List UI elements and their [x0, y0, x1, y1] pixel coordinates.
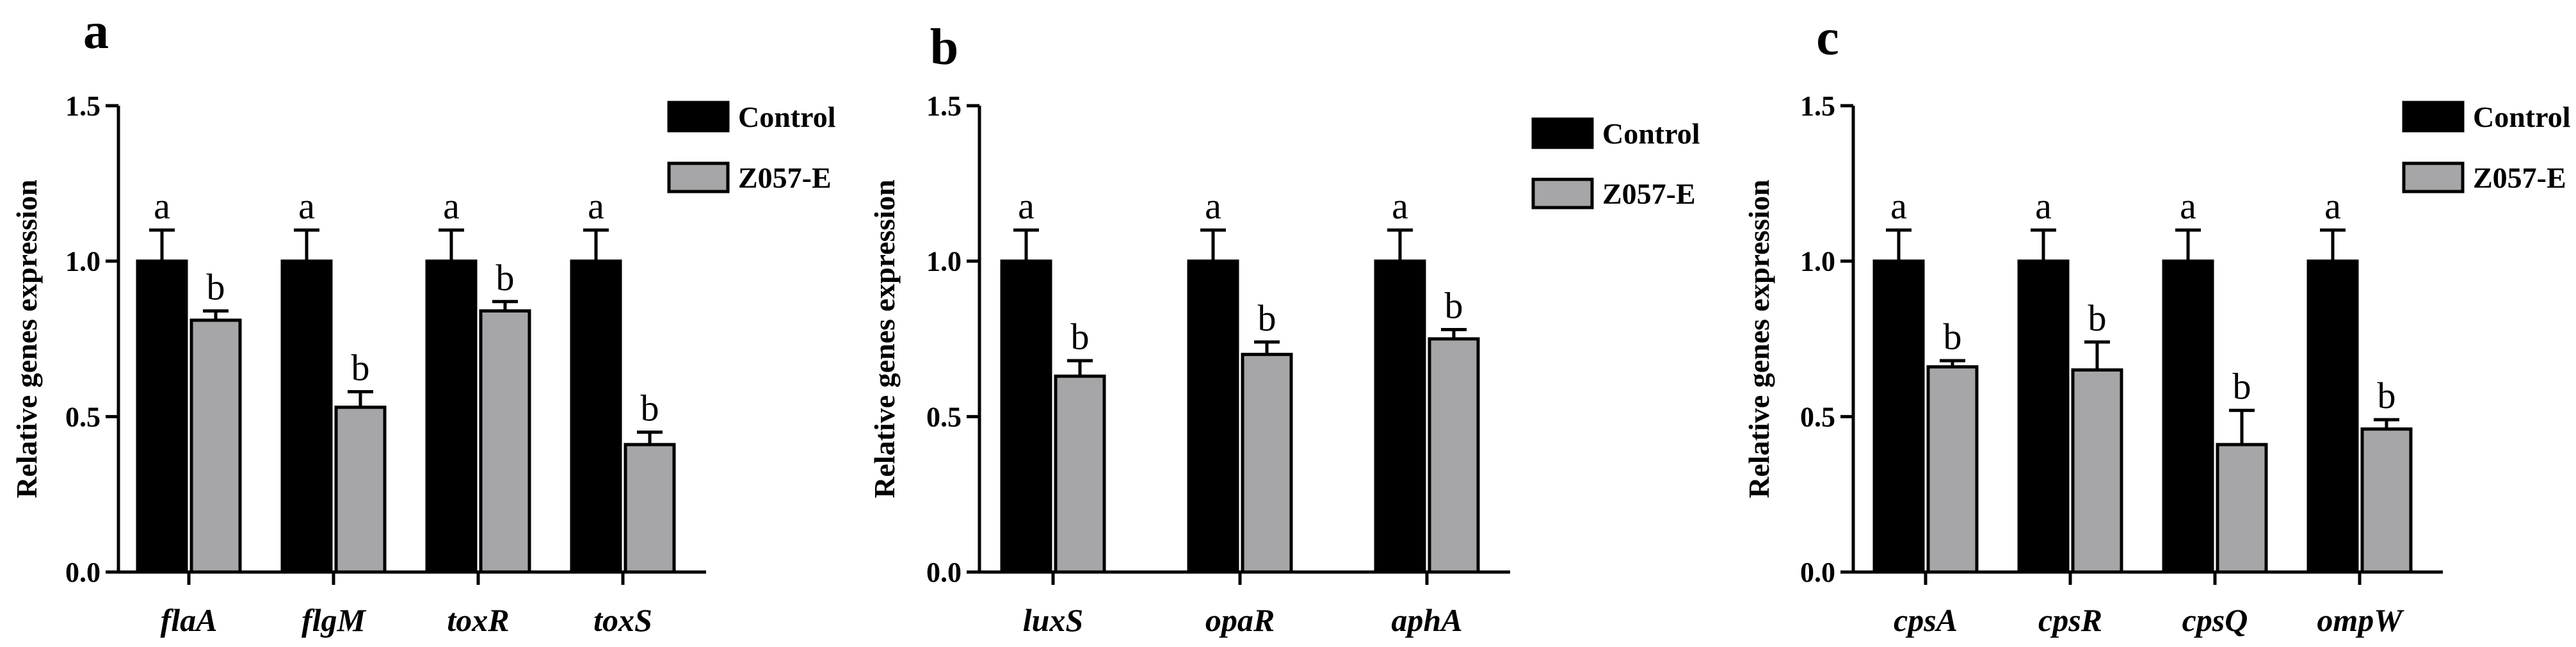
y-tick-label: 1.5: [926, 90, 962, 122]
bar-control: [1374, 259, 1426, 574]
legend-label: Control: [738, 101, 836, 133]
x-tick-label: toxS: [593, 602, 652, 638]
significance-label: b: [1071, 316, 1090, 357]
significance-label: b: [2233, 366, 2251, 407]
x-tick-label: flgM: [302, 602, 367, 638]
bar-control: [425, 259, 478, 574]
bar-control: [1872, 259, 1925, 574]
bar-treated: [1428, 337, 1480, 574]
significance-label: b: [2088, 297, 2107, 339]
bar-treated: [624, 443, 676, 574]
bar-treated: [2071, 368, 2123, 574]
significance-label: b: [1944, 316, 1962, 357]
x-tick-label: aphA: [1391, 602, 1462, 638]
significance-label: b: [1258, 297, 1276, 339]
legend-label: Z057-E: [1602, 177, 1696, 210]
significance-label: b: [496, 257, 515, 299]
y-tick-label: 0.0: [65, 557, 101, 588]
y-tick-label: 1.0: [1800, 246, 1835, 277]
significance-label: a: [154, 185, 170, 227]
bar-control: [570, 259, 622, 574]
bar-treated: [2216, 443, 2268, 574]
bar-control: [2306, 259, 2359, 574]
bar-treated: [1926, 365, 1979, 574]
x-tick-label: luxS: [1023, 602, 1084, 638]
legend-swatch: [2402, 101, 2465, 133]
x-tick-label: opaR: [1205, 602, 1275, 638]
panel-letter: c: [1816, 10, 1839, 66]
panel-letter: b: [930, 19, 959, 76]
y-tick-label: 0.5: [65, 401, 101, 432]
significance-label: a: [1392, 185, 1408, 227]
x-tick-label: cpsQ: [2182, 602, 2248, 638]
y-tick-label: 1.0: [926, 246, 962, 277]
significance-label: a: [1890, 185, 1907, 227]
y-axis-label: Relative genes expression: [868, 179, 901, 498]
bar-control: [2162, 259, 2214, 574]
bar-treated: [1054, 374, 1106, 574]
x-tick-label: cpsR: [2038, 602, 2102, 638]
bar-treated: [2360, 427, 2413, 574]
bar-control: [136, 259, 188, 574]
legend-swatch: [667, 101, 730, 133]
significance-label: a: [443, 185, 460, 227]
significance-label: a: [588, 185, 604, 227]
bar-treated: [334, 405, 387, 574]
x-tick-label: cpsA: [1894, 602, 1958, 638]
legend-label: Z057-E: [2473, 161, 2566, 194]
panel-letter: a: [83, 3, 109, 60]
legend-swatch: [1531, 117, 1594, 149]
bar-control: [2017, 259, 2070, 574]
significance-label: a: [298, 185, 315, 227]
significance-label: a: [1018, 185, 1034, 227]
significance-label: b: [207, 266, 225, 307]
y-tick-label: 0.0: [926, 557, 962, 588]
legend-label: Control: [1602, 117, 1700, 150]
y-tick-label: 0.0: [1800, 557, 1835, 588]
bar-treated: [479, 309, 531, 574]
significance-label: a: [2324, 185, 2341, 227]
y-tick-label: 1.5: [1800, 90, 1835, 122]
significance-label: b: [351, 347, 370, 389]
legend-swatch: [2402, 161, 2465, 193]
legend-swatch: [667, 161, 730, 193]
bar-treated: [189, 318, 242, 574]
y-axis-label: Relative genes expression: [10, 179, 43, 498]
x-tick-label: ompW: [2317, 602, 2404, 638]
legend-label: Control: [2473, 101, 2571, 133]
bar-treated: [1241, 352, 1293, 574]
y-tick-label: 1.5: [65, 90, 101, 122]
y-tick-label: 0.5: [1800, 401, 1835, 432]
y-axis-label: Relative genes expression: [1743, 179, 1775, 498]
significance-label: a: [2180, 185, 2196, 227]
y-tick-label: 0.5: [926, 401, 962, 432]
significance-label: b: [1445, 284, 1463, 326]
legend-label: Z057-E: [738, 161, 832, 194]
significance-label: a: [2035, 185, 2052, 227]
legend-swatch: [1531, 177, 1594, 209]
bar-control: [1187, 259, 1239, 574]
bar-control: [1000, 259, 1052, 574]
y-tick-label: 1.0: [65, 246, 101, 277]
significance-label: b: [641, 388, 659, 429]
significance-label: b: [2378, 375, 2396, 416]
x-tick-label: flaA: [161, 602, 218, 638]
bar-control: [280, 259, 333, 574]
significance-label: a: [1205, 185, 1221, 227]
x-tick-label: toxR: [447, 602, 509, 638]
